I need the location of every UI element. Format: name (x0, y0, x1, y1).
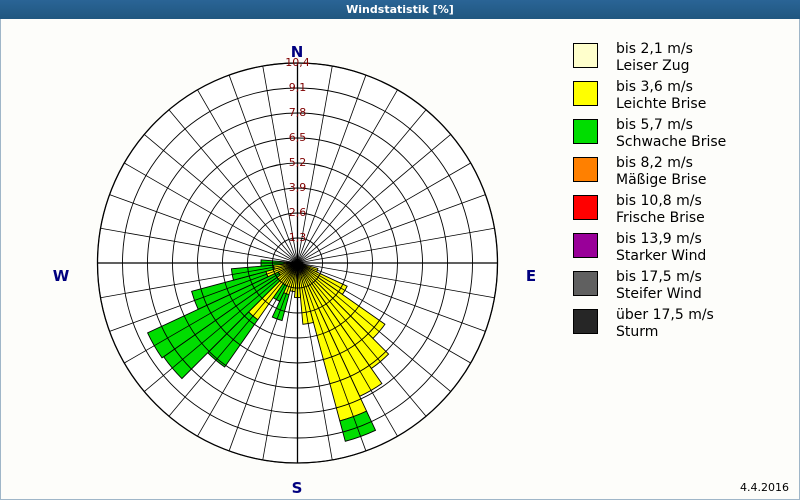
legend-color-swatch (573, 81, 598, 106)
legend-speed: über 17,5 m/s (616, 307, 714, 323)
legend-label: bis 10,8 m/s Frische Brise (616, 193, 705, 226)
radial-tick-label: 9,1 (288, 81, 307, 94)
legend-label: bis 17,5 m/s Steifer Wind (616, 269, 702, 302)
windrose-svg (96, 62, 499, 464)
legend-color-swatch (573, 119, 598, 144)
legend-item: bis 13,9 m/s Starker Wind (573, 231, 788, 264)
window-title: Windstatistik [%] (346, 3, 454, 16)
date-label: 4.4.2016 (740, 481, 789, 494)
legend-item: bis 3,6 m/s Leichte Brise (573, 79, 788, 112)
legend-speed: bis 8,2 m/s (616, 155, 693, 171)
legend-speed: bis 10,8 m/s (616, 193, 702, 209)
rose-petal-segment (271, 292, 290, 322)
legend-description: Steifer Wind (616, 285, 702, 302)
legend-description: Leichte Brise (616, 95, 707, 112)
rose-axes (97, 63, 498, 463)
windrose-plot: N S W E 1,3 2,6 3,9 5,2 6,5 7,8 9,1 10,4 (1, 19, 561, 498)
legend-speed: bis 17,5 m/s (616, 269, 702, 285)
legend-item: über 17,5 m/s Sturm (573, 307, 788, 340)
legend-speed: bis 3,6 m/s (616, 79, 693, 95)
radial-tick-label: 3,9 (288, 181, 307, 194)
radial-tick-label: 1,3 (288, 231, 307, 244)
legend-item: bis 5,7 m/s Schwache Brise (573, 117, 788, 150)
legend-description: Leiser Zug (616, 57, 690, 74)
legend-item: bis 8,2 m/s Mäßige Brise (573, 155, 788, 188)
legend-color-swatch (573, 233, 598, 258)
radial-tick-label: 5,2 (288, 156, 307, 169)
legend-label: bis 3,6 m/s Leichte Brise (616, 79, 706, 112)
legend-description: Sturm (616, 323, 659, 340)
rose-outer-circle (96, 62, 499, 464)
radial-tick-label: 10,4 (285, 56, 310, 69)
rose-petal-segment (147, 271, 281, 359)
compass-label-west: W (52, 267, 70, 285)
legend-description: Mäßige Brise (616, 171, 707, 188)
legend-speed: bis 5,7 m/s (616, 117, 693, 133)
rose-petal-segment (339, 410, 377, 442)
legend-label: bis 13,9 m/s Starker Wind (616, 231, 706, 264)
legend-item: bis 17,5 m/s Steifer Wind (573, 269, 788, 302)
legend-label: bis 8,2 m/s Mäßige Brise (616, 155, 706, 188)
legend-description: Frische Brise (616, 209, 705, 226)
legend: bis 2,1 m/s Leiser Zug bis 3,6 m/s Leichte … (573, 41, 788, 345)
legend-label: bis 5,7 m/s Schwache Brise (616, 117, 726, 150)
compass-label-north: N (290, 43, 304, 61)
legend-speed: bis 2,1 m/s (616, 41, 693, 57)
legend-color-swatch (573, 43, 598, 68)
legend-color-swatch (573, 271, 598, 296)
legend-description: Starker Wind (616, 247, 707, 264)
legend-color-swatch (573, 157, 598, 182)
legend-label: über 17,5 m/s Sturm (616, 307, 714, 340)
legend-description: Schwache Brise (616, 133, 727, 150)
legend-item: bis 2,1 m/s Leiser Zug (573, 41, 788, 74)
legend-speed: bis 13,9 m/s (616, 231, 702, 247)
legend-color-swatch (573, 309, 598, 334)
legend-color-swatch (573, 195, 598, 220)
legend-item: bis 10,8 m/s Frische Brise (573, 193, 788, 226)
radial-tick-label: 7,8 (288, 106, 307, 119)
radial-tick-label: 2,6 (288, 206, 307, 219)
window-titlebar: Windstatistik [%] (0, 0, 800, 20)
window-content: N S W E 1,3 2,6 3,9 5,2 6,5 7,8 9,1 10,4 bis 2,… (0, 19, 800, 500)
compass-label-east: E (525, 267, 537, 285)
compass-label-south: S (291, 479, 303, 497)
legend-label: bis 2,1 m/s Leiser Zug (616, 41, 693, 74)
radial-tick-label: 6,5 (288, 131, 307, 144)
